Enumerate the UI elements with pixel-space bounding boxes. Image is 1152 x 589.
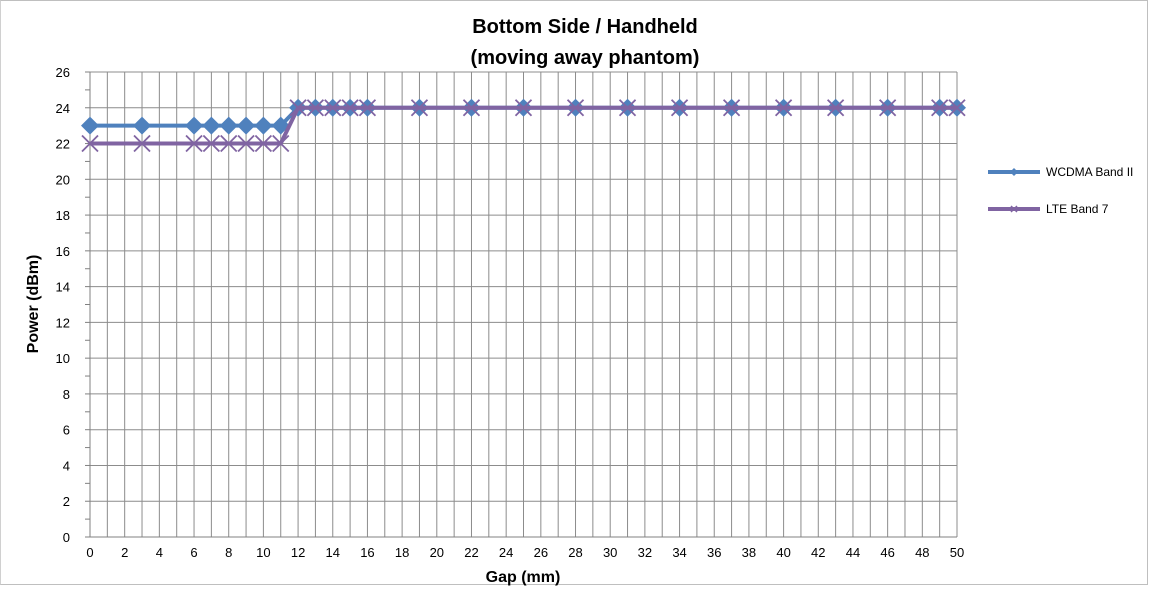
y-tick-label: 12 <box>56 315 70 330</box>
data-point-x <box>410 99 429 117</box>
x-tick-label: 36 <box>707 545 721 560</box>
x-tick-label: 40 <box>776 545 790 560</box>
data-point-x <box>566 99 585 117</box>
x-tick-labels: 0 2 4 6 8 10 12 14 16 18 20 22 24 26 28 30 32 34 36 38 40 42 4… <box>86 545 964 560</box>
data-point-x <box>462 99 481 117</box>
x-tick-label: 38 <box>742 545 756 560</box>
x-tick-label: 16 <box>360 545 374 560</box>
y-tick-label: 6 <box>63 423 70 438</box>
data-point-x <box>670 99 689 117</box>
x-tick-label: 26 <box>534 545 548 560</box>
x-tick-label: 12 <box>291 545 305 560</box>
data-point-x <box>306 99 325 117</box>
data-point-x <box>879 99 897 117</box>
x-tick-label: 22 <box>464 545 478 560</box>
series-layer <box>81 98 966 153</box>
y-tick-label: 2 <box>63 494 70 509</box>
legend-item-lte: LTE Band 7 <box>988 202 1109 216</box>
y-tick-label: 8 <box>63 387 70 402</box>
x-tick-label: 6 <box>190 545 197 560</box>
legend-label-wcdma: WCDMA Band II <box>1046 165 1133 179</box>
y-tick-label: 22 <box>56 137 70 152</box>
data-point-diamond <box>202 116 221 135</box>
legend-label-lte: LTE Band 7 <box>1046 202 1109 216</box>
data-point-x <box>202 134 221 153</box>
x-tick-label: 32 <box>638 545 652 560</box>
x-tick-label: 18 <box>395 545 409 560</box>
data-point-x <box>272 134 290 153</box>
data-point-diamond <box>219 116 238 135</box>
legend: WCDMA Band II LTE Band 7 <box>988 165 1133 216</box>
x-tick-label: 14 <box>326 545 340 560</box>
x-axis-title: Gap (mm) <box>486 569 561 586</box>
data-point-diamond <box>254 116 273 135</box>
data-point-x <box>220 134 238 153</box>
chart-title-line2: (moving away phantom) <box>471 47 700 69</box>
legend-marker-lte <box>1010 205 1018 213</box>
data-point-diamond <box>133 116 152 135</box>
data-point-x <box>341 99 359 117</box>
y-tick-label: 24 <box>56 101 70 116</box>
x-tick-label: 42 <box>811 545 825 560</box>
x-tick-label: 20 <box>430 545 444 560</box>
data-point-x <box>514 99 533 117</box>
x-tick-label: 2 <box>121 545 128 560</box>
data-point-x <box>289 99 307 117</box>
data-point-diamond <box>81 116 99 135</box>
y-tick-label: 20 <box>56 172 70 187</box>
data-point-x <box>948 99 966 117</box>
x-tick-label: 48 <box>915 545 929 560</box>
y-tick-label: 14 <box>56 280 70 295</box>
data-point-x <box>358 99 377 117</box>
data-point-x <box>254 134 273 153</box>
data-point-x <box>133 134 151 153</box>
y-tick-label: 16 <box>56 244 70 259</box>
chart-title-line1: Bottom Side / Handheld <box>472 16 698 38</box>
data-point-x <box>185 134 203 153</box>
data-point-x <box>81 134 99 153</box>
y-tick-label: 18 <box>56 208 70 223</box>
x-tick-label: 24 <box>499 545 513 560</box>
x-tick-label: 8 <box>225 545 232 560</box>
series-lte-band-7 <box>81 99 966 153</box>
x-tick-label: 46 <box>880 545 894 560</box>
data-point-x <box>826 99 845 117</box>
x-tick-label: 50 <box>950 545 964 560</box>
data-point-diamond <box>237 116 256 135</box>
x-tick-label: 10 <box>256 545 270 560</box>
legend-marker-wcdma <box>1010 168 1018 176</box>
data-point-x <box>324 99 342 117</box>
y-tick-label: 0 <box>63 530 70 545</box>
x-tick-label: 44 <box>846 545 860 560</box>
data-point-x <box>722 99 741 117</box>
data-point-x <box>931 99 949 117</box>
x-tick-label: 30 <box>603 545 617 560</box>
y-axis-title: Power (dBm) <box>25 255 42 354</box>
x-tick-label: 28 <box>568 545 582 560</box>
y-tick-label: 4 <box>63 458 70 473</box>
legend-item-wcdma: WCDMA Band II <box>988 165 1133 179</box>
data-point-x <box>774 99 793 117</box>
x-tick-label: 34 <box>672 545 686 560</box>
y-tick-label: 10 <box>56 351 70 366</box>
y-tick-label: 26 <box>56 65 70 80</box>
data-point-x <box>618 99 637 117</box>
x-tick-label: 4 <box>156 545 163 560</box>
data-point-diamond <box>185 116 204 135</box>
x-tick-label: 0 <box>86 545 93 560</box>
data-point-x <box>237 134 255 153</box>
